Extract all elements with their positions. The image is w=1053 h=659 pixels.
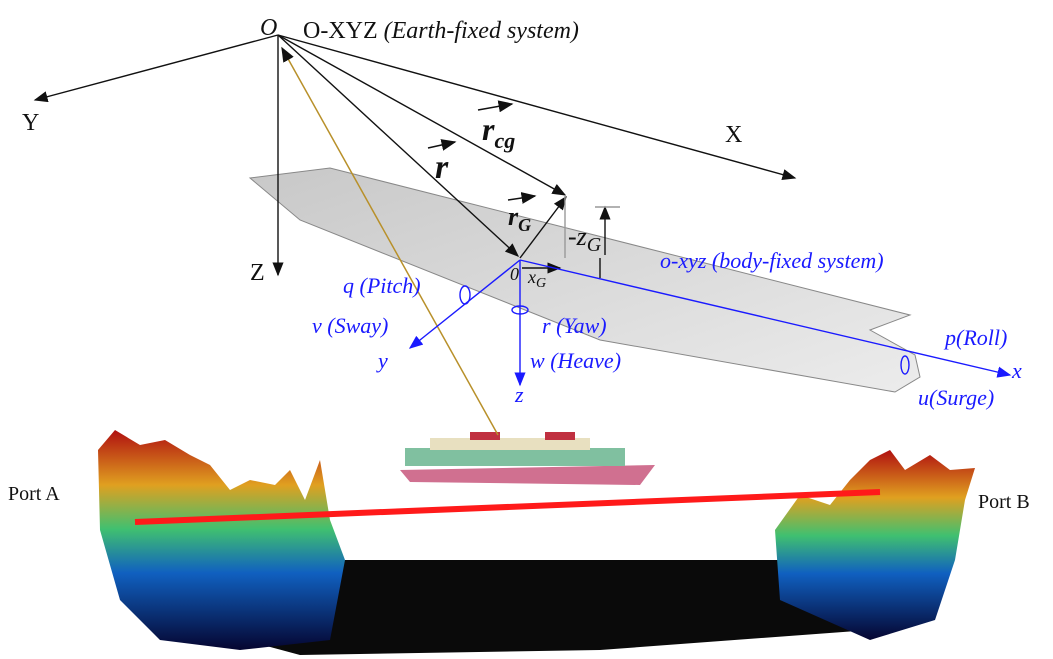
label-part: (Earth-fixed system) — [384, 18, 579, 44]
vector-label: rG — [508, 202, 531, 235]
label-part: (Roll) — [956, 325, 1007, 350]
motion-label: w (Heave) — [530, 348, 621, 373]
label-part: -z — [568, 222, 587, 251]
motion-label: q (Pitch) — [343, 273, 421, 298]
label-part: r — [542, 313, 551, 338]
vector-label: rcg — [482, 111, 515, 153]
label-part: (Sway) — [327, 313, 388, 338]
label-part: G — [518, 215, 531, 235]
label-part: p — [943, 325, 956, 350]
label-part: O-XYZ — [303, 18, 378, 44]
axis-label: x — [1011, 358, 1022, 383]
label-part: r — [435, 149, 449, 186]
axis-label: X — [725, 122, 742, 148]
label-part: G — [587, 234, 602, 256]
label-part: q — [343, 273, 354, 298]
motion-label: v (Sway) — [312, 313, 388, 338]
label-part: cg — [494, 128, 515, 153]
label-part: v — [312, 313, 322, 338]
body-origin: 0 — [510, 264, 519, 284]
label-part: (Pitch) — [360, 273, 421, 298]
axis-label: Y — [22, 110, 39, 136]
motion-label: p(Roll) — [943, 325, 1007, 350]
ship-icon — [400, 432, 655, 485]
earth-frame-label: O-XYZ (Earth-fixed system) — [303, 18, 579, 44]
label-part: (Surge) — [929, 385, 994, 410]
label-part: r — [482, 111, 495, 147]
vector-label: r — [435, 149, 449, 186]
motion-label: r (Yaw) — [542, 313, 607, 338]
label-part: G — [536, 276, 546, 291]
port-label: Port A — [8, 483, 60, 505]
label-part: x — [527, 267, 536, 287]
diagram: O O-XYZ (Earth-fixed system) X Y Z r rcg… — [0, 0, 1053, 659]
motion-label: u(Surge) — [918, 385, 994, 410]
label-part: w — [530, 348, 545, 373]
body-frame-label: o-xyz (body-fixed system) — [660, 248, 884, 273]
axis-label: Z — [250, 260, 265, 286]
axis-label: z — [514, 382, 524, 407]
port-label: Port B — [978, 491, 1030, 513]
offset-label: -zG — [568, 222, 602, 256]
label-part: u — [918, 385, 929, 410]
label-part: (Heave) — [550, 348, 621, 373]
axis-label: y — [376, 348, 388, 373]
label-part: (Yaw) — [556, 313, 607, 338]
earth-origin: O — [260, 15, 277, 41]
